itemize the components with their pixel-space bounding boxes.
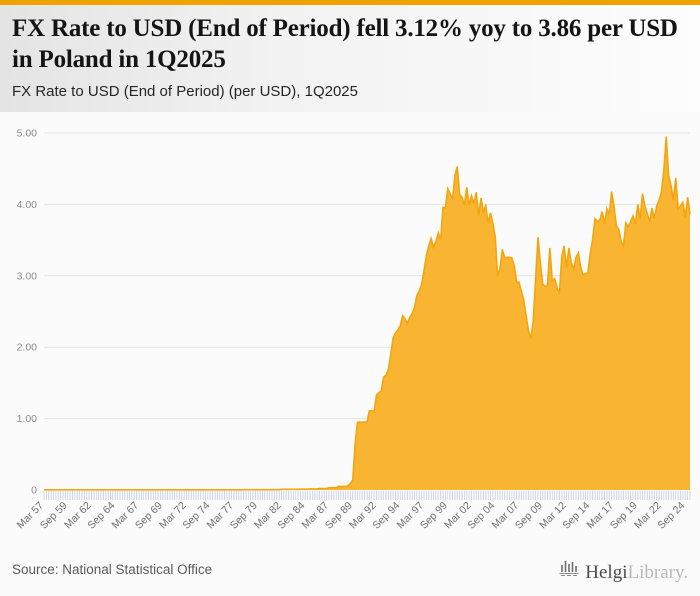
top-accent-bar [0,0,700,5]
svg-text:2.00: 2.00 [17,342,38,354]
svg-text:1.00: 1.00 [17,413,38,425]
logo-text-secondary: Library. [627,561,689,583]
page-title: FX Rate to USD (End of Period) fell 3.12… [12,15,678,74]
svg-text:0: 0 [31,485,37,497]
source-label: Source: National Statistical Office [12,561,213,577]
footer: Source: National Statistical Office [0,552,700,596]
chart-area: 5.00 4.00 3.00 2.00 1.00 0 Mar 57 Sep 59 Mar 62 S… [0,112,700,552]
area-series [44,136,690,490]
header: FX Rate to USD (End of Period) fell 3.12… [0,5,700,112]
helgi-library-logo[interactable]: HelgiLibrary. [558,557,688,582]
svg-text:3.00: 3.00 [17,270,38,282]
area-series-top-line [44,136,691,491]
quarter-ticks [43,491,691,500]
y-axis-labels: 5.00 4.00 3.00 2.00 1.00 0 [17,128,38,497]
svg-text:5.00: 5.00 [17,128,38,140]
logo-text-primary: Helgi [585,561,628,583]
chart-subtitle: FX Rate to USD (End of Period) (per USD)… [12,82,358,100]
svg-text:Sep 24: Sep 24 [655,500,687,532]
svg-text:4.00: 4.00 [17,199,38,211]
bar-chart-icon [558,557,580,582]
